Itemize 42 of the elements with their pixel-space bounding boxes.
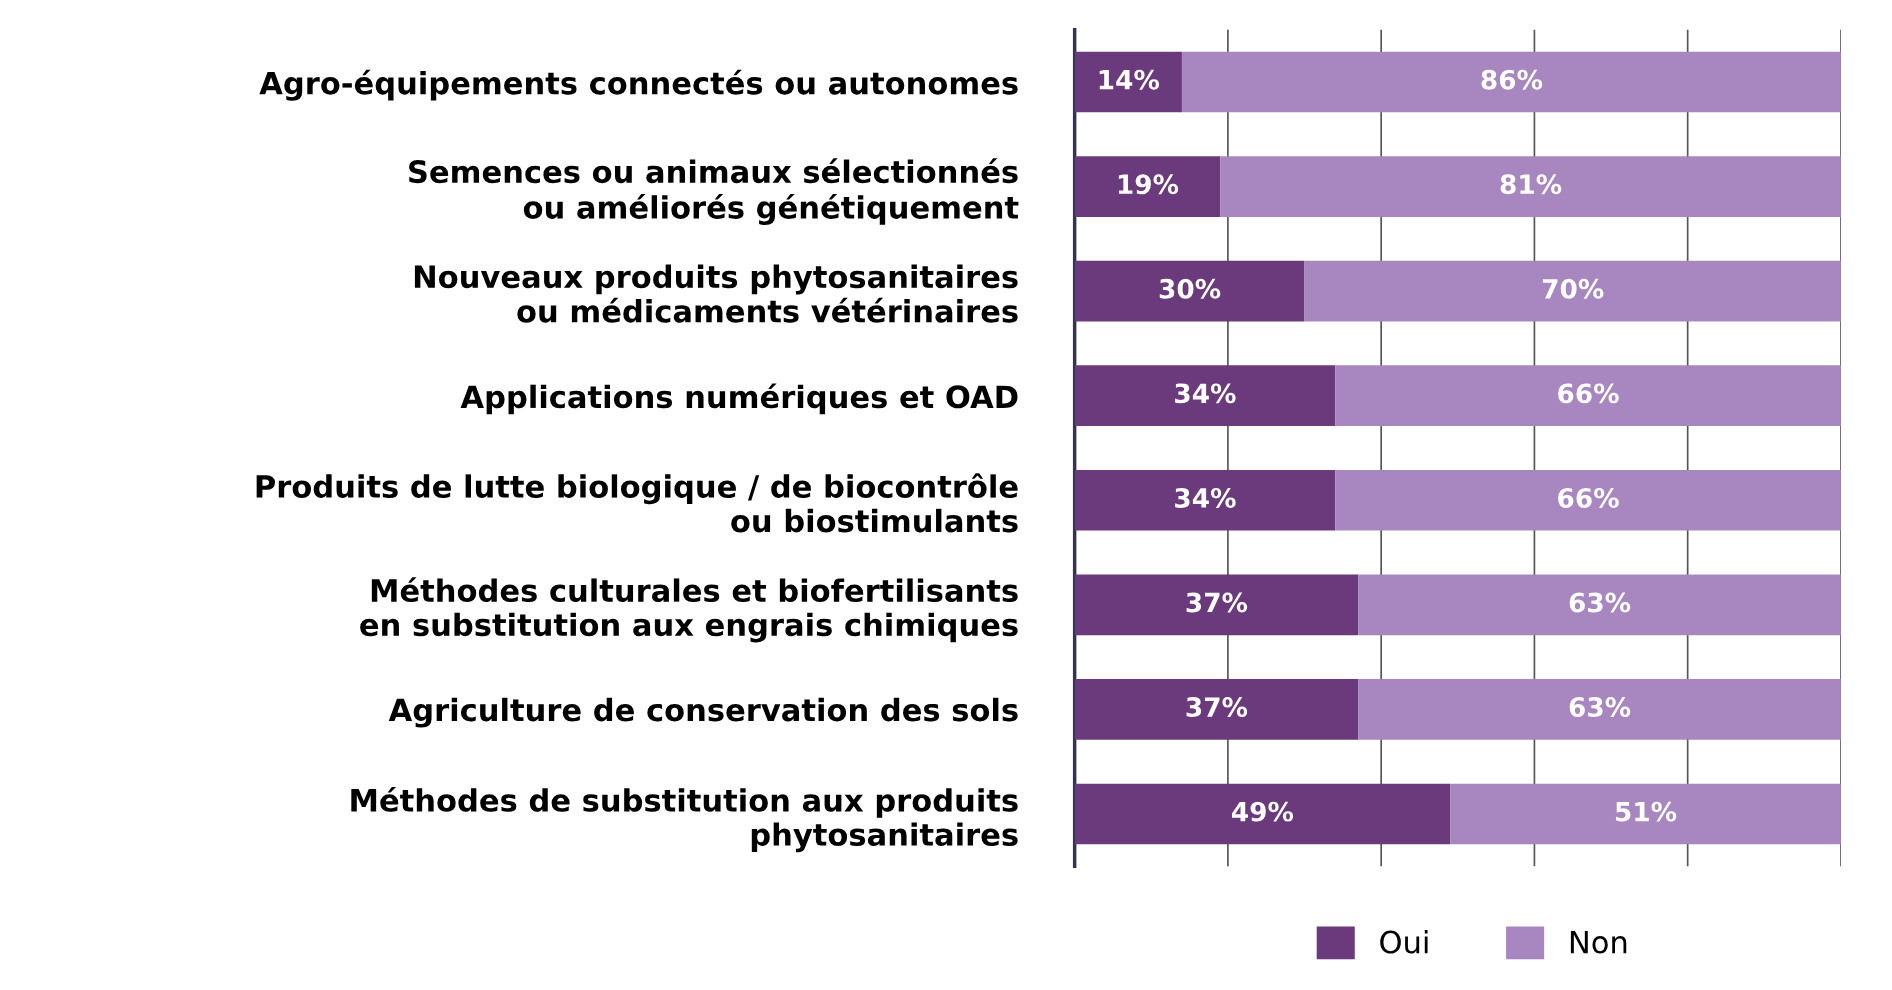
bar bbox=[1074, 156, 1221, 217]
data-label: 81% bbox=[1500, 174, 1562, 195]
y-tick-label: Méthodes culturales et biofertilisants en substitution aux engrais chimiques bbox=[360, 577, 1018, 643]
bar bbox=[1335, 365, 1841, 427]
bar bbox=[1074, 469, 1336, 531]
bar bbox=[1181, 51, 1841, 113]
data-label: 66% bbox=[1558, 487, 1619, 508]
y-tick-label: Semences ou animaux sélectionnés ou améliorés génétiquement bbox=[409, 158, 1019, 226]
y-tick-label: Agriculture de conservation des sols bbox=[388, 697, 1018, 728]
data-label: 63% bbox=[1569, 697, 1631, 718]
data-label: 37% bbox=[1186, 592, 1248, 613]
bar bbox=[1358, 679, 1841, 740]
data-label: 86% bbox=[1481, 69, 1543, 90]
data-label: 34% bbox=[1175, 383, 1236, 404]
y-tick-label: Agro-équipements connectés ou autonomes bbox=[259, 69, 1018, 101]
y-tick-label: Méthodes de substitution aux produits phytosanitaires bbox=[351, 786, 1018, 853]
y-tick-label: Nouveaux produits phytosanitaires ou médicaments vétérinaires bbox=[414, 264, 1018, 323]
data-label: 19% bbox=[1118, 174, 1179, 195]
data-label: 14% bbox=[1099, 69, 1160, 90]
bar bbox=[1220, 156, 1841, 217]
data-label: 37% bbox=[1186, 697, 1248, 718]
bar bbox=[1304, 260, 1841, 322]
legend-label: Non bbox=[1570, 930, 1627, 954]
bar bbox=[1335, 469, 1841, 531]
bar bbox=[1074, 365, 1336, 427]
y-tick-label: Produits de lutte biologique / de biocontrôle ou biostimulants bbox=[256, 473, 1018, 533]
bar bbox=[1074, 574, 1359, 636]
data-label: 51% bbox=[1615, 801, 1677, 822]
bar bbox=[1450, 783, 1841, 845]
data-label: 30% bbox=[1159, 278, 1221, 299]
bar bbox=[1358, 574, 1841, 636]
bar bbox=[1074, 260, 1305, 322]
bar bbox=[1074, 679, 1359, 740]
data-label: 66% bbox=[1558, 383, 1619, 404]
data-label: 70% bbox=[1542, 278, 1604, 299]
y-tick-label: Applications numériques et OAD bbox=[460, 383, 1018, 415]
bar bbox=[1074, 783, 1451, 845]
data-label: 63% bbox=[1569, 592, 1631, 613]
bar bbox=[1074, 51, 1182, 113]
data-label: 49% bbox=[1232, 801, 1294, 822]
legend-label: Oui bbox=[1380, 929, 1428, 954]
data-label: 34% bbox=[1175, 487, 1236, 508]
